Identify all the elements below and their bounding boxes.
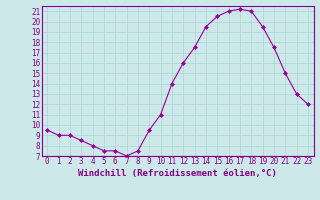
X-axis label: Windchill (Refroidissement éolien,°C): Windchill (Refroidissement éolien,°C) <box>78 169 277 178</box>
